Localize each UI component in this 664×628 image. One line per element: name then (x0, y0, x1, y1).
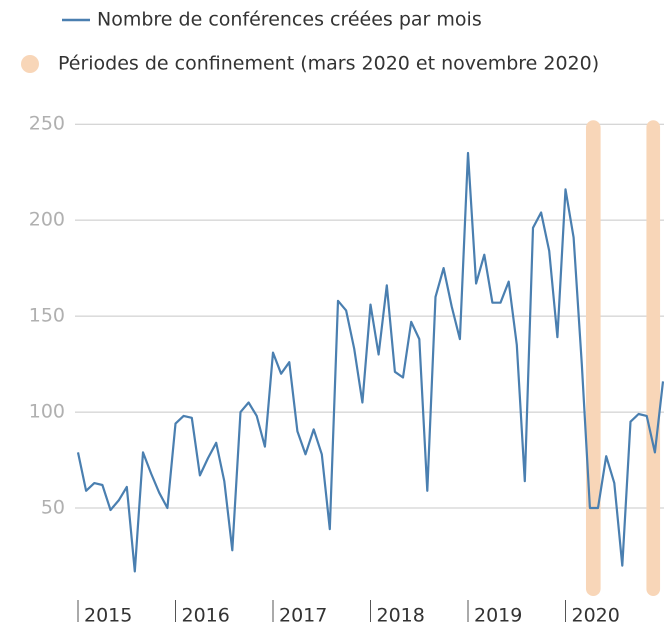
confinement-band (585, 120, 601, 596)
x-tick-label: 2020 (572, 605, 620, 627)
y-tick-label: 200 (29, 209, 65, 231)
series-line (76, 151, 664, 573)
confinement-band (646, 120, 661, 596)
y-tick-label: 100 (29, 401, 65, 423)
x-tick-label: 2018 (377, 605, 425, 627)
legend-band-symbol (21, 55, 39, 73)
y-tick-label: 250 (29, 113, 65, 135)
x-tick-label: 2019 (474, 605, 522, 627)
x-tick-label: 2015 (84, 605, 132, 627)
y-tick-label: 50 (41, 497, 65, 519)
legend-band-label: Périodes de confinement (mars 2020 et no… (58, 53, 599, 75)
x-tick-label: 2017 (279, 605, 327, 627)
legend-line-label: Nombre de conférences créées par mois (97, 9, 482, 31)
x-tick-label: 2016 (182, 605, 230, 627)
y-tick-label: 150 (29, 305, 65, 327)
